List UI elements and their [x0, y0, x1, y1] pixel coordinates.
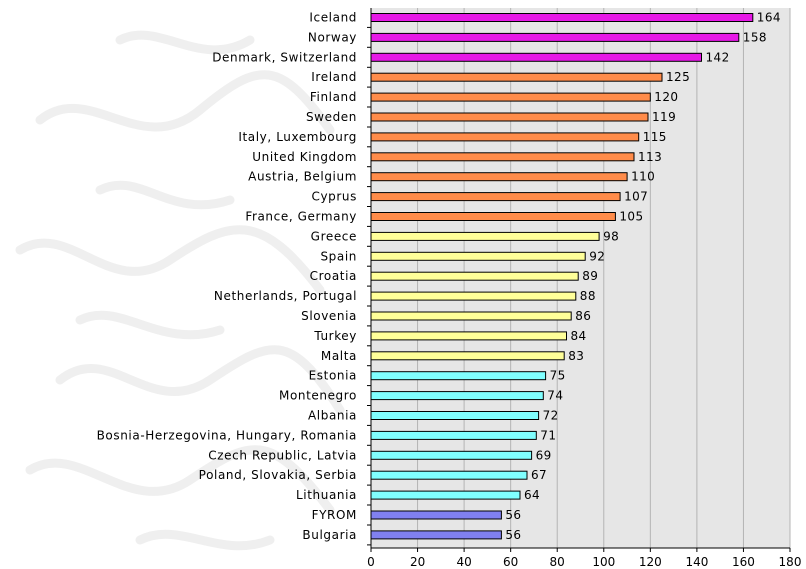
value-label: 89: [582, 269, 598, 283]
category-label: Denmark, Switzerland: [212, 50, 357, 64]
category-label: Albania: [308, 409, 357, 423]
value-label: 64: [524, 488, 540, 502]
category-label: Montenegro: [279, 389, 357, 403]
bar-1: [370, 32, 740, 42]
bar-11: [370, 231, 600, 241]
value-label: 75: [550, 369, 566, 383]
x-tick-label: 160: [732, 555, 755, 569]
bar-22: [370, 450, 533, 460]
axes: [367, 8, 791, 552]
category-label: United Kingdom: [252, 150, 357, 164]
x-tick-label: 20: [410, 555, 425, 569]
value-label: 115: [643, 130, 667, 144]
category-label: Ireland: [311, 70, 357, 84]
category-label: Sweden: [306, 110, 357, 124]
category-label: Spain: [320, 249, 357, 263]
category-label: Italy, Luxembourg: [238, 130, 357, 144]
value-label: 72: [543, 409, 559, 423]
value-label: 86: [575, 309, 591, 323]
bar-6: [370, 132, 640, 142]
bar-21: [370, 430, 537, 440]
x-axis-tick-labels: 0 20 40 60 80 100 120 140 160 180: [367, 555, 801, 569]
category-label: Poland, Slovakia, Serbia: [199, 468, 357, 482]
value-label: 119: [652, 110, 676, 124]
category-label: Estonia: [309, 369, 357, 383]
category-label: Lithuania: [296, 488, 357, 502]
bar-5: [370, 112, 649, 122]
bar-26: [370, 530, 502, 540]
x-tick-label: 0: [367, 555, 375, 569]
category-label: Greece: [311, 229, 357, 243]
value-label: 84: [571, 329, 587, 343]
category-label: Bulgaria: [302, 528, 357, 542]
category-label: France, Germany: [245, 210, 357, 224]
x-tick-label: 60: [503, 555, 518, 569]
value-label: 125: [666, 70, 690, 84]
bar-3: [370, 72, 663, 82]
bar-14: [370, 291, 577, 301]
bars: [370, 13, 754, 540]
bar-2: [370, 52, 702, 62]
value-label: 113: [638, 150, 662, 164]
value-label: 164: [757, 11, 781, 25]
value-label: 74: [547, 389, 563, 403]
value-label: 88: [580, 289, 596, 303]
bar-8: [370, 172, 628, 182]
bar-0: [370, 13, 754, 22]
value-label: 107: [624, 190, 648, 204]
value-label: 56: [505, 528, 521, 542]
bar-4: [370, 92, 651, 102]
value-label: 69: [536, 448, 552, 462]
bar-23: [370, 470, 528, 480]
bar-19: [370, 391, 544, 401]
bar-9: [370, 192, 621, 202]
value-label: 110: [631, 170, 655, 184]
value-label: 142: [706, 50, 730, 64]
category-label: Iceland: [309, 11, 357, 25]
x-tick-label: 120: [639, 555, 662, 569]
x-tick-label: 80: [550, 555, 565, 569]
value-label: 105: [619, 210, 643, 224]
x-tick-label: 140: [685, 555, 708, 569]
value-label: 120: [654, 90, 678, 104]
value-label: 56: [505, 508, 521, 522]
category-label: Norway: [308, 30, 357, 44]
x-tick-label: 180: [779, 555, 802, 569]
bar-15: [370, 311, 572, 321]
x-tick-label: 100: [592, 555, 615, 569]
category-label: Croatia: [310, 269, 357, 283]
category-label: Czech Republic, Latvia: [208, 448, 357, 462]
bar-12: [370, 251, 586, 261]
value-label: 83: [568, 349, 584, 363]
bar-16: [370, 331, 567, 341]
bar-10: [370, 212, 616, 221]
x-tick-label: 40: [456, 555, 471, 569]
value-label: 67: [531, 468, 547, 482]
bar-24: [370, 490, 521, 500]
category-label: Malta: [321, 349, 357, 363]
bar-13: [370, 271, 579, 281]
bar-18: [370, 371, 547, 381]
category-label: Austria, Belgium: [248, 170, 357, 184]
value-label: 71: [540, 428, 556, 442]
value-label: 98: [603, 229, 619, 243]
category-labels: Iceland Norway Denmark, Switzerland Ireland…: [97, 11, 357, 542]
bar-17: [370, 351, 565, 361]
bar-7: [370, 152, 635, 162]
category-label: FYROM: [312, 508, 357, 522]
value-label: 158: [743, 30, 767, 44]
bar-20: [370, 411, 540, 420]
category-label: Turkey: [313, 329, 357, 343]
value-label: 92: [589, 249, 605, 263]
category-label: Finland: [310, 90, 357, 104]
category-label: Bosnia-Herzegovina, Hungary, Romania: [97, 428, 357, 442]
category-label: Slovenia: [301, 309, 357, 323]
category-label: Cyprus: [312, 190, 358, 204]
category-label: Netherlands, Portugal: [214, 289, 357, 303]
bar-25: [370, 510, 502, 520]
